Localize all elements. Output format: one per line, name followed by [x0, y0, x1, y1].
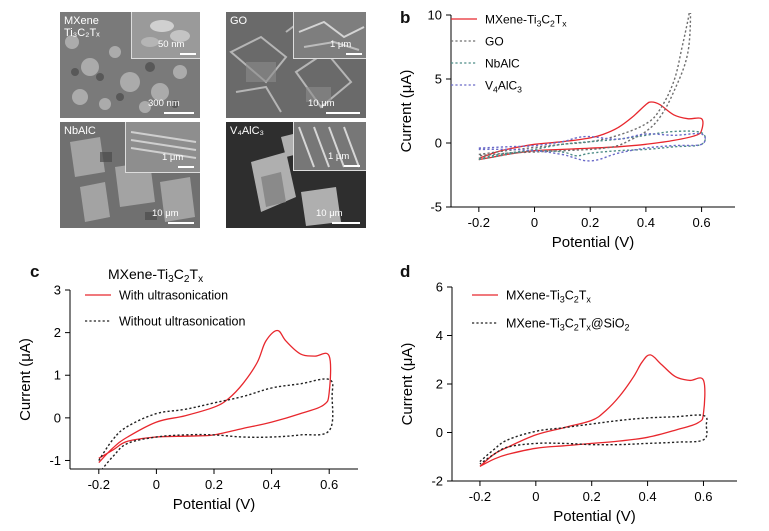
x-tick-label: 0.6	[693, 215, 711, 230]
inset-scale-bar	[346, 53, 362, 55]
inset-scale-bar	[180, 53, 196, 55]
y-axis-label: Current (μA)	[399, 343, 416, 426]
main-scale-label: 10 μm	[308, 98, 335, 109]
x-tick-label: 0.4	[637, 215, 655, 230]
sem-inset-v4alc3: 1 μm	[293, 122, 366, 171]
legend-label-2: MXene-Ti3C2Tx@SiO2	[506, 317, 629, 333]
series-line-2	[479, 414, 708, 465]
y-tick-label: 1	[54, 368, 61, 383]
series-line-1	[478, 101, 704, 161]
x-tick-label: 0	[153, 477, 160, 492]
legend-label-1: With ultrasonication	[119, 289, 228, 303]
legend-label-3: NbAlC	[485, 57, 520, 71]
y-tick-label: 0	[54, 410, 61, 425]
x-tick-label: 0.2	[581, 215, 599, 230]
y-tick-label: -1	[49, 453, 61, 468]
sem-label: NbAlC	[64, 125, 96, 137]
sem-image-go: 1 μm GO 10 μm	[226, 12, 366, 118]
main-scale-label: 300 nm	[148, 98, 180, 109]
y-tick-label: 4	[436, 328, 443, 343]
main-scale-bar	[168, 222, 194, 224]
chart-title: MXene-Ti3C2Tx	[108, 266, 203, 285]
inset-scale-label: 1 μm	[330, 39, 352, 50]
inset-scale-label: 50 nm	[158, 39, 185, 50]
sem-label: GO	[230, 15, 248, 27]
legend-label-4: V4AlC3	[485, 79, 522, 95]
y-tick-label: 6	[436, 280, 443, 295]
x-tick-label: 0.6	[320, 477, 338, 492]
sem-image-nbalc: 1 μm NbAlC 10 μm	[60, 122, 200, 228]
panel-label-b: b	[400, 8, 411, 27]
series-line-1	[479, 354, 706, 467]
series-line-2	[98, 378, 334, 469]
sem-label: MXene Ti₃C₂Tₓ	[64, 15, 100, 39]
inset-scale-bar	[344, 165, 360, 167]
x-tick-label: -0.2	[468, 215, 490, 230]
sem-inset-mxene: 50 nm	[131, 12, 200, 59]
x-tick-label: 0	[531, 215, 538, 230]
x-axis-label: Potential (V)	[552, 234, 635, 251]
x-tick-label: 0.4	[263, 477, 281, 492]
y-axis-label: Current (μA)	[17, 338, 34, 421]
inset-scale-label: 1 μm	[162, 152, 184, 163]
y-tick-label: -2	[431, 474, 443, 489]
main-scale-label: 10 μm	[316, 208, 343, 219]
panel-label-c: c	[30, 262, 40, 281]
main-scale-label: 10 μm	[152, 208, 179, 219]
panel-label-d: d	[400, 262, 411, 281]
inset-scale-label: 1 μm	[328, 151, 350, 162]
legend-label-2: Without ultrasonication	[119, 315, 246, 329]
sem-inset-nbalc: 1 μm	[125, 122, 200, 173]
y-tick-label: 3	[54, 283, 61, 298]
y-tick-label: -5	[430, 200, 442, 215]
y-tick-label: 2	[54, 325, 61, 340]
chart-c: -0.2 0 0.2 0.4 0.6 -1 0 1 2 3 Potential (V) Current…	[17, 266, 358, 513]
legend-label-2: GO	[485, 35, 504, 49]
x-tick-label: 0	[532, 489, 539, 504]
sem-image-mxene: 50 nm MXene Ti₃C₂Tₓ 300 nm	[60, 12, 200, 118]
legend-label-1: MXene-Ti3C2Tx	[506, 289, 591, 305]
x-tick-label: -0.2	[469, 489, 491, 504]
sem-image-v4alc3: 1 μm V₄AlC₃ 10 μm	[226, 122, 366, 228]
x-tick-label: 0.2	[205, 477, 223, 492]
main-scale-bar	[332, 222, 360, 224]
sem-label: V₄AlC₃	[230, 125, 265, 137]
y-tick-label: 0	[435, 136, 442, 151]
y-tick-label: 0	[436, 425, 443, 440]
x-tick-label: 0.4	[639, 489, 657, 504]
x-tick-label: 0.6	[694, 489, 712, 504]
y-tick-label: 2	[436, 377, 443, 392]
x-tick-label: -0.2	[88, 477, 110, 492]
main-scale-bar	[164, 112, 194, 114]
series-line-1	[98, 329, 332, 464]
series-line-4	[478, 132, 707, 162]
sem-inset-go: 1 μm	[293, 12, 366, 59]
y-axis-label: Current (μA)	[398, 70, 415, 153]
y-tick-label: 5	[435, 72, 442, 87]
x-tick-label: 0.2	[583, 489, 601, 504]
main-scale-bar	[326, 112, 360, 114]
chart-d: -0.2 0 0.2 0.4 0.6 -2 0 2 4 6 Potential (V) Current…	[399, 280, 737, 525]
legend-label-1: MXene-Ti3C2Tx	[485, 13, 567, 29]
y-tick-label: 10	[428, 8, 442, 23]
x-axis-label: Potential (V)	[553, 508, 636, 525]
chart-b: -0.2 0 0.2 0.4 0.6 -5 0 5 10 Potential (V) Current…	[398, 8, 735, 251]
x-axis-label: Potential (V)	[173, 496, 256, 513]
inset-scale-bar	[178, 166, 194, 168]
